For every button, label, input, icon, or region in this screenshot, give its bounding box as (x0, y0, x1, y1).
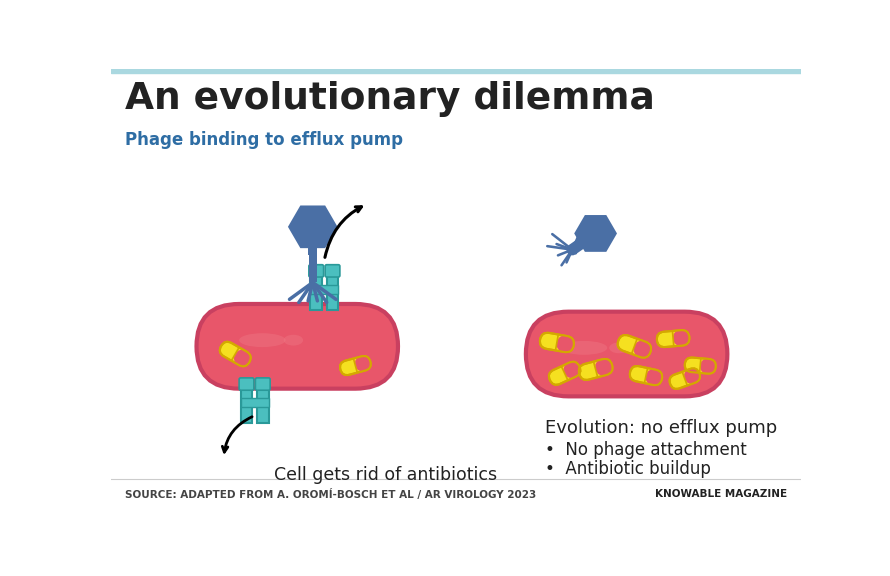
FancyBboxPatch shape (630, 366, 662, 385)
FancyBboxPatch shape (355, 356, 371, 371)
FancyBboxPatch shape (669, 369, 700, 389)
FancyBboxPatch shape (540, 333, 574, 352)
Text: SOURCE: ADAPTED FROM A. OROMÍ-BOSCH ET AL / AR VIROLOGY 2023: SOURCE: ADAPTED FROM A. OROMÍ-BOSCH ET A… (125, 489, 537, 500)
FancyBboxPatch shape (578, 359, 612, 380)
FancyBboxPatch shape (563, 362, 580, 378)
FancyBboxPatch shape (646, 369, 662, 385)
FancyBboxPatch shape (634, 341, 651, 358)
FancyBboxPatch shape (684, 358, 716, 374)
Text: KNOWABLE MAGAZINE: KNOWABLE MAGAZINE (655, 489, 787, 499)
Bar (311, 275, 322, 310)
FancyBboxPatch shape (239, 378, 254, 390)
FancyBboxPatch shape (234, 350, 251, 366)
Ellipse shape (609, 343, 628, 353)
Text: •  No phage attachment: • No phage attachment (546, 441, 747, 459)
FancyBboxPatch shape (556, 336, 574, 352)
FancyBboxPatch shape (220, 342, 251, 366)
FancyBboxPatch shape (325, 265, 340, 277)
FancyBboxPatch shape (657, 330, 690, 347)
FancyBboxPatch shape (340, 356, 371, 375)
Ellipse shape (239, 334, 286, 347)
FancyBboxPatch shape (255, 378, 271, 390)
Bar (240, 389, 252, 423)
Bar (111, 69, 801, 73)
FancyBboxPatch shape (618, 335, 651, 358)
FancyBboxPatch shape (309, 265, 324, 277)
Ellipse shape (284, 335, 303, 346)
Bar (327, 275, 338, 310)
Bar (309, 256, 317, 282)
FancyBboxPatch shape (526, 312, 727, 396)
FancyBboxPatch shape (673, 330, 690, 346)
Ellipse shape (561, 341, 607, 355)
FancyBboxPatch shape (684, 369, 700, 384)
FancyBboxPatch shape (700, 359, 716, 374)
FancyBboxPatch shape (197, 304, 398, 389)
Text: Evolution: no efflux pump: Evolution: no efflux pump (546, 419, 778, 437)
Bar (308, 248, 318, 256)
Text: Phage binding to efflux pump: Phage binding to efflux pump (125, 131, 403, 149)
FancyBboxPatch shape (595, 359, 612, 376)
Bar (257, 389, 269, 423)
Text: Cell gets rid of antibiotics: Cell gets rid of antibiotics (274, 465, 498, 484)
Bar (311, 285, 338, 294)
Text: An evolutionary dilemma: An evolutionary dilemma (125, 81, 655, 117)
Text: •  Antibiotic buildup: • Antibiotic buildup (546, 460, 711, 478)
Bar (240, 398, 269, 407)
FancyBboxPatch shape (549, 362, 580, 385)
